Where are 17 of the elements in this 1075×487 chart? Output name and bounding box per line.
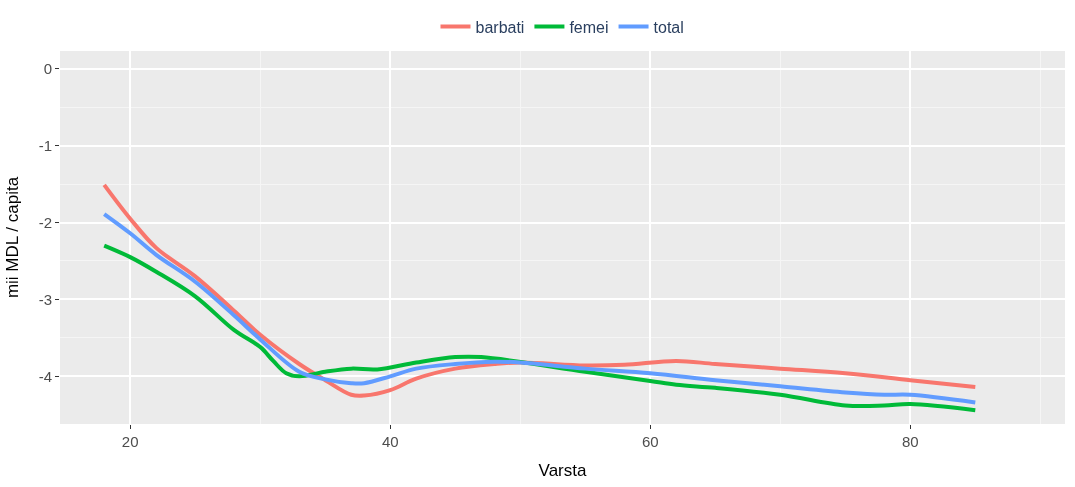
x-axis-title: Varsta (538, 461, 587, 481)
legend-label: femei (569, 18, 609, 36)
legend-label: total (653, 18, 684, 36)
x-tick-label: 80 (901, 433, 919, 450)
y-tick-label: -3 (38, 290, 52, 308)
legend-label: barbati (475, 18, 525, 36)
x-tick-label: 60 (641, 433, 659, 450)
line-series (102, 212, 978, 405)
line-series (102, 243, 978, 413)
y-tick-label: -2 (38, 213, 52, 231)
y-tick-label: -4 (38, 367, 52, 385)
y-axis-title: mii MDL / capita (3, 176, 23, 299)
line-series (102, 182, 978, 398)
x-tick-label: 40 (381, 433, 399, 450)
x-tick-label: 20 (121, 433, 139, 450)
y-tick-label: -1 (38, 136, 52, 154)
y-tick-label: 0 (43, 59, 52, 77)
